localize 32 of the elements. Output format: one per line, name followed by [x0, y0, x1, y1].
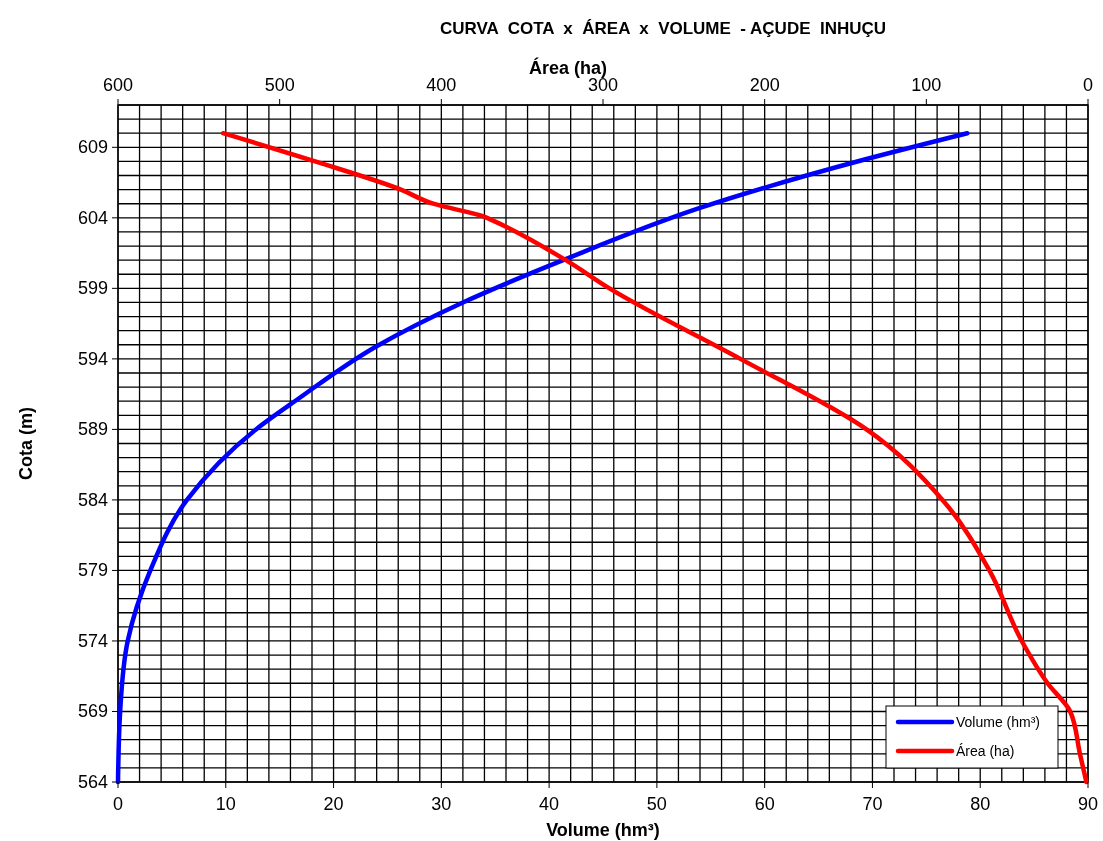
- x2-tick-label: 600: [102, 75, 134, 95]
- x-axis-title: Volume (hm³): [546, 820, 660, 840]
- y-tick-label: 594: [77, 348, 108, 369]
- legend-label: Área (ha): [956, 743, 1015, 759]
- x2-tick-label: 500: [264, 75, 295, 95]
- y-tick-label: 589: [77, 419, 108, 440]
- y-tick-label: 564: [77, 772, 108, 792]
- x2-tick-label: 0: [1082, 75, 1094, 95]
- x2-axis-title: Área (ha): [528, 57, 608, 78]
- x-tick-label: 0: [112, 794, 124, 814]
- x-tick-label: 50: [646, 794, 667, 814]
- y-tick-label: 599: [77, 278, 108, 299]
- x-tick-label: 40: [539, 794, 560, 814]
- y-tick-label: 584: [77, 489, 108, 510]
- chart-title: CURVA COTA x ÁREA x VOLUME - AÇUDE INHUÇU: [439, 19, 887, 38]
- y-tick-label: 574: [77, 630, 108, 651]
- x-tick-label: 30: [431, 794, 452, 814]
- y-axis-title: Cota (m): [16, 407, 36, 480]
- y-tick-label: 569: [77, 701, 108, 722]
- y-tick-label: 609: [77, 137, 108, 158]
- x-tick-label: 90: [1077, 794, 1099, 814]
- y-tick-label: 604: [77, 207, 108, 228]
- x2-tick-label: 200: [749, 75, 780, 95]
- legend-label: Volume (hm³): [956, 714, 1041, 730]
- x2-tick-label: 400: [426, 75, 457, 95]
- x-tick-label: 20: [323, 794, 344, 814]
- x2-tick-label: 100: [911, 75, 942, 95]
- y-tick-label: 579: [77, 560, 108, 581]
- x-tick-label: 70: [862, 794, 883, 814]
- x-tick-label: 80: [970, 794, 991, 814]
- x-tick-label: 60: [754, 794, 775, 814]
- x-tick-label: 10: [215, 794, 236, 814]
